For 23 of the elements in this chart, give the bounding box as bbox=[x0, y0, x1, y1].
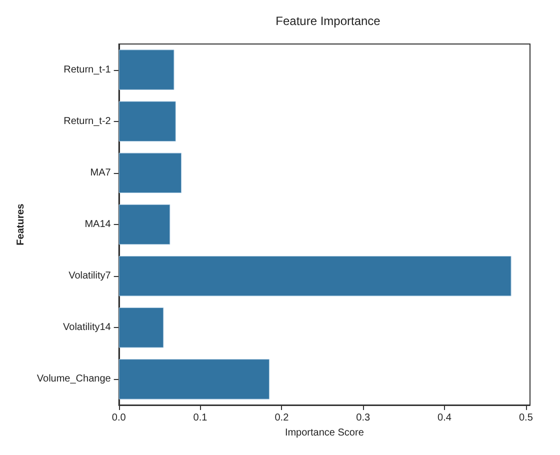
bar bbox=[118, 50, 174, 90]
bar bbox=[118, 204, 170, 245]
x-axis-title: Importance Score bbox=[284, 427, 364, 438]
chart-title: Feature Importance bbox=[276, 14, 381, 28]
y-tick-label: Volatility14 bbox=[63, 322, 112, 334]
x-tick-label: 0.1 bbox=[193, 412, 208, 424]
x-tick-label: 0.3 bbox=[356, 412, 370, 424]
bar bbox=[118, 308, 164, 348]
bar bbox=[118, 152, 182, 194]
y-tick-label: MA14 bbox=[84, 219, 112, 230]
bar bbox=[118, 359, 270, 400]
bar bbox=[118, 101, 176, 142]
x-tick-label: 0.4 bbox=[438, 412, 452, 424]
y-tick-label: MA7 bbox=[90, 167, 112, 178]
y-tick-label: Return_t-1 bbox=[64, 64, 112, 76]
x-tick-label: 0.0 bbox=[112, 412, 126, 424]
y-axis-title: Features bbox=[16, 203, 26, 246]
y-tick-label: Return_t-2 bbox=[64, 116, 112, 127]
y-tick-label: Volatility7 bbox=[68, 270, 112, 282]
x-tick-label: 0.2 bbox=[274, 412, 290, 424]
x-tick-label: 0.5 bbox=[518, 412, 534, 424]
y-tick-label: Volume_Change bbox=[36, 374, 112, 385]
bar bbox=[118, 256, 512, 296]
